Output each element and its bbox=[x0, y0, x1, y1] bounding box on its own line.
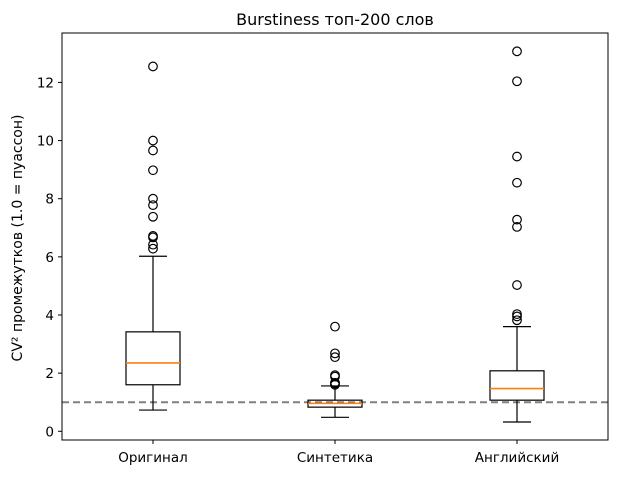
outlier-point bbox=[512, 309, 522, 320]
outlier-point bbox=[330, 377, 340, 388]
x-tick-label: Синтетика bbox=[297, 450, 373, 466]
outlier-point bbox=[148, 231, 158, 241]
outlier-point bbox=[148, 211, 158, 222]
y-tick-label: 12 bbox=[37, 75, 54, 91]
y-axis-label: CV² промежутков (1.0 = пуассон) bbox=[10, 115, 26, 362]
outlier-point bbox=[148, 193, 158, 204]
outlier-point bbox=[330, 370, 340, 381]
outlier-point bbox=[330, 321, 340, 332]
outlier-point bbox=[512, 76, 522, 87]
y-tick-label: 4 bbox=[45, 308, 54, 324]
outlier-point bbox=[512, 315, 522, 326]
x-tick-label: Оригинал bbox=[118, 450, 188, 466]
plot-frame bbox=[61, 32, 609, 441]
y-tick-label: 10 bbox=[37, 134, 54, 150]
plot-area: 0 2 4 6 8 10 12 Оригинал Синтетика Английский bbox=[37, 46, 608, 466]
x-tick-label: Английский bbox=[475, 450, 559, 466]
y-tick-label: 6 bbox=[45, 250, 54, 266]
outlier-point bbox=[512, 280, 522, 290]
outlier-point bbox=[512, 177, 522, 188]
outlier-point bbox=[512, 46, 522, 57]
outlier-point bbox=[148, 165, 158, 176]
outlier-point bbox=[148, 243, 158, 254]
outlier-point bbox=[512, 214, 522, 225]
y-tick-label: 0 bbox=[45, 424, 54, 440]
outlier-point bbox=[148, 200, 158, 211]
outlier-point bbox=[512, 151, 522, 162]
chart-title: Burstiness топ-200 слов bbox=[236, 10, 434, 29]
box-iqr bbox=[125, 331, 181, 386]
outlier-point bbox=[148, 135, 158, 146]
outlier-point bbox=[148, 145, 158, 156]
outlier-point bbox=[330, 352, 340, 363]
box-iqr bbox=[489, 370, 545, 401]
outlier-point bbox=[148, 61, 158, 72]
outlier-point bbox=[512, 222, 522, 232]
y-tick-label: 8 bbox=[45, 192, 54, 208]
y-tick-label: 2 bbox=[45, 366, 54, 382]
outlier-point bbox=[330, 348, 340, 359]
